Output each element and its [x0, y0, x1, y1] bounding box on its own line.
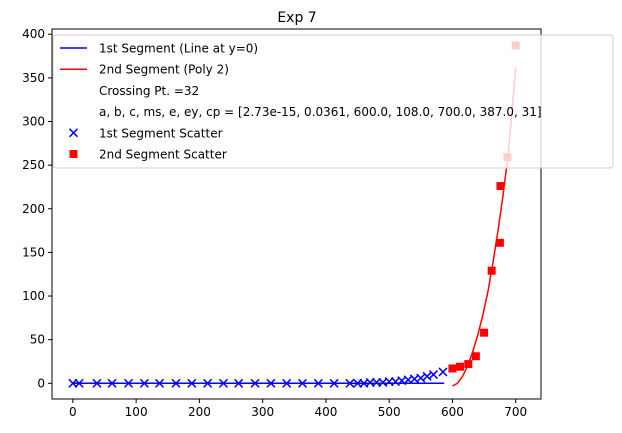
scatter-square-point	[472, 352, 480, 360]
legend-label: 1st Segment (Line at y=0)	[99, 42, 258, 56]
scatter-square-point	[464, 360, 472, 368]
legend-label: 2nd Segment Scatter	[99, 148, 227, 162]
y-tick-label: 150	[22, 245, 45, 259]
y-tick-label: 0	[37, 376, 45, 390]
legend-square-marker	[70, 150, 78, 158]
y-tick-label: 50	[30, 333, 45, 347]
scatter-square-point	[448, 364, 456, 372]
y-tick-label: 100	[22, 289, 45, 303]
legend-label: 2nd Segment (Poly 2)	[99, 63, 229, 77]
y-tick-label: 200	[22, 202, 45, 216]
y-tick-label: 350	[22, 71, 45, 85]
legend-label: 1st Segment Scatter	[99, 126, 223, 140]
legend: 1st Segment (Line at y=0) 2nd Segment (Po…	[53, 35, 613, 168]
x-tick-label: 500	[378, 405, 401, 419]
legend-label: a, b, c, ms, e, ey, cp = [2.73e-15, 0.03…	[99, 105, 542, 119]
y-tick-label: 300	[22, 115, 45, 129]
x-tick-label: 300	[251, 405, 274, 419]
scatter-x-point	[423, 372, 431, 380]
x-tick-label: 600	[441, 405, 464, 419]
scatter-x-point	[429, 371, 437, 379]
x-tick-label: 0	[69, 405, 77, 419]
x-tick-label: 200	[188, 405, 211, 419]
y-tick-label: 400	[22, 27, 45, 41]
y-tick-label: 250	[22, 158, 45, 172]
legend-label: Crossing Pt. =32	[99, 84, 199, 98]
scatter-square-point	[497, 182, 505, 190]
scatter-x-point	[417, 374, 425, 382]
scatter-x-point	[439, 368, 447, 376]
x-tick-label: 700	[504, 405, 527, 419]
scatter-square-point	[496, 239, 504, 247]
chart-title: Exp 7	[277, 10, 316, 26]
x-tick-label: 100	[125, 405, 148, 419]
scatter-square-point	[488, 267, 496, 275]
scatter-square-point	[456, 363, 464, 371]
scatter-square-point	[480, 329, 488, 337]
x-tick-label: 400	[314, 405, 337, 419]
